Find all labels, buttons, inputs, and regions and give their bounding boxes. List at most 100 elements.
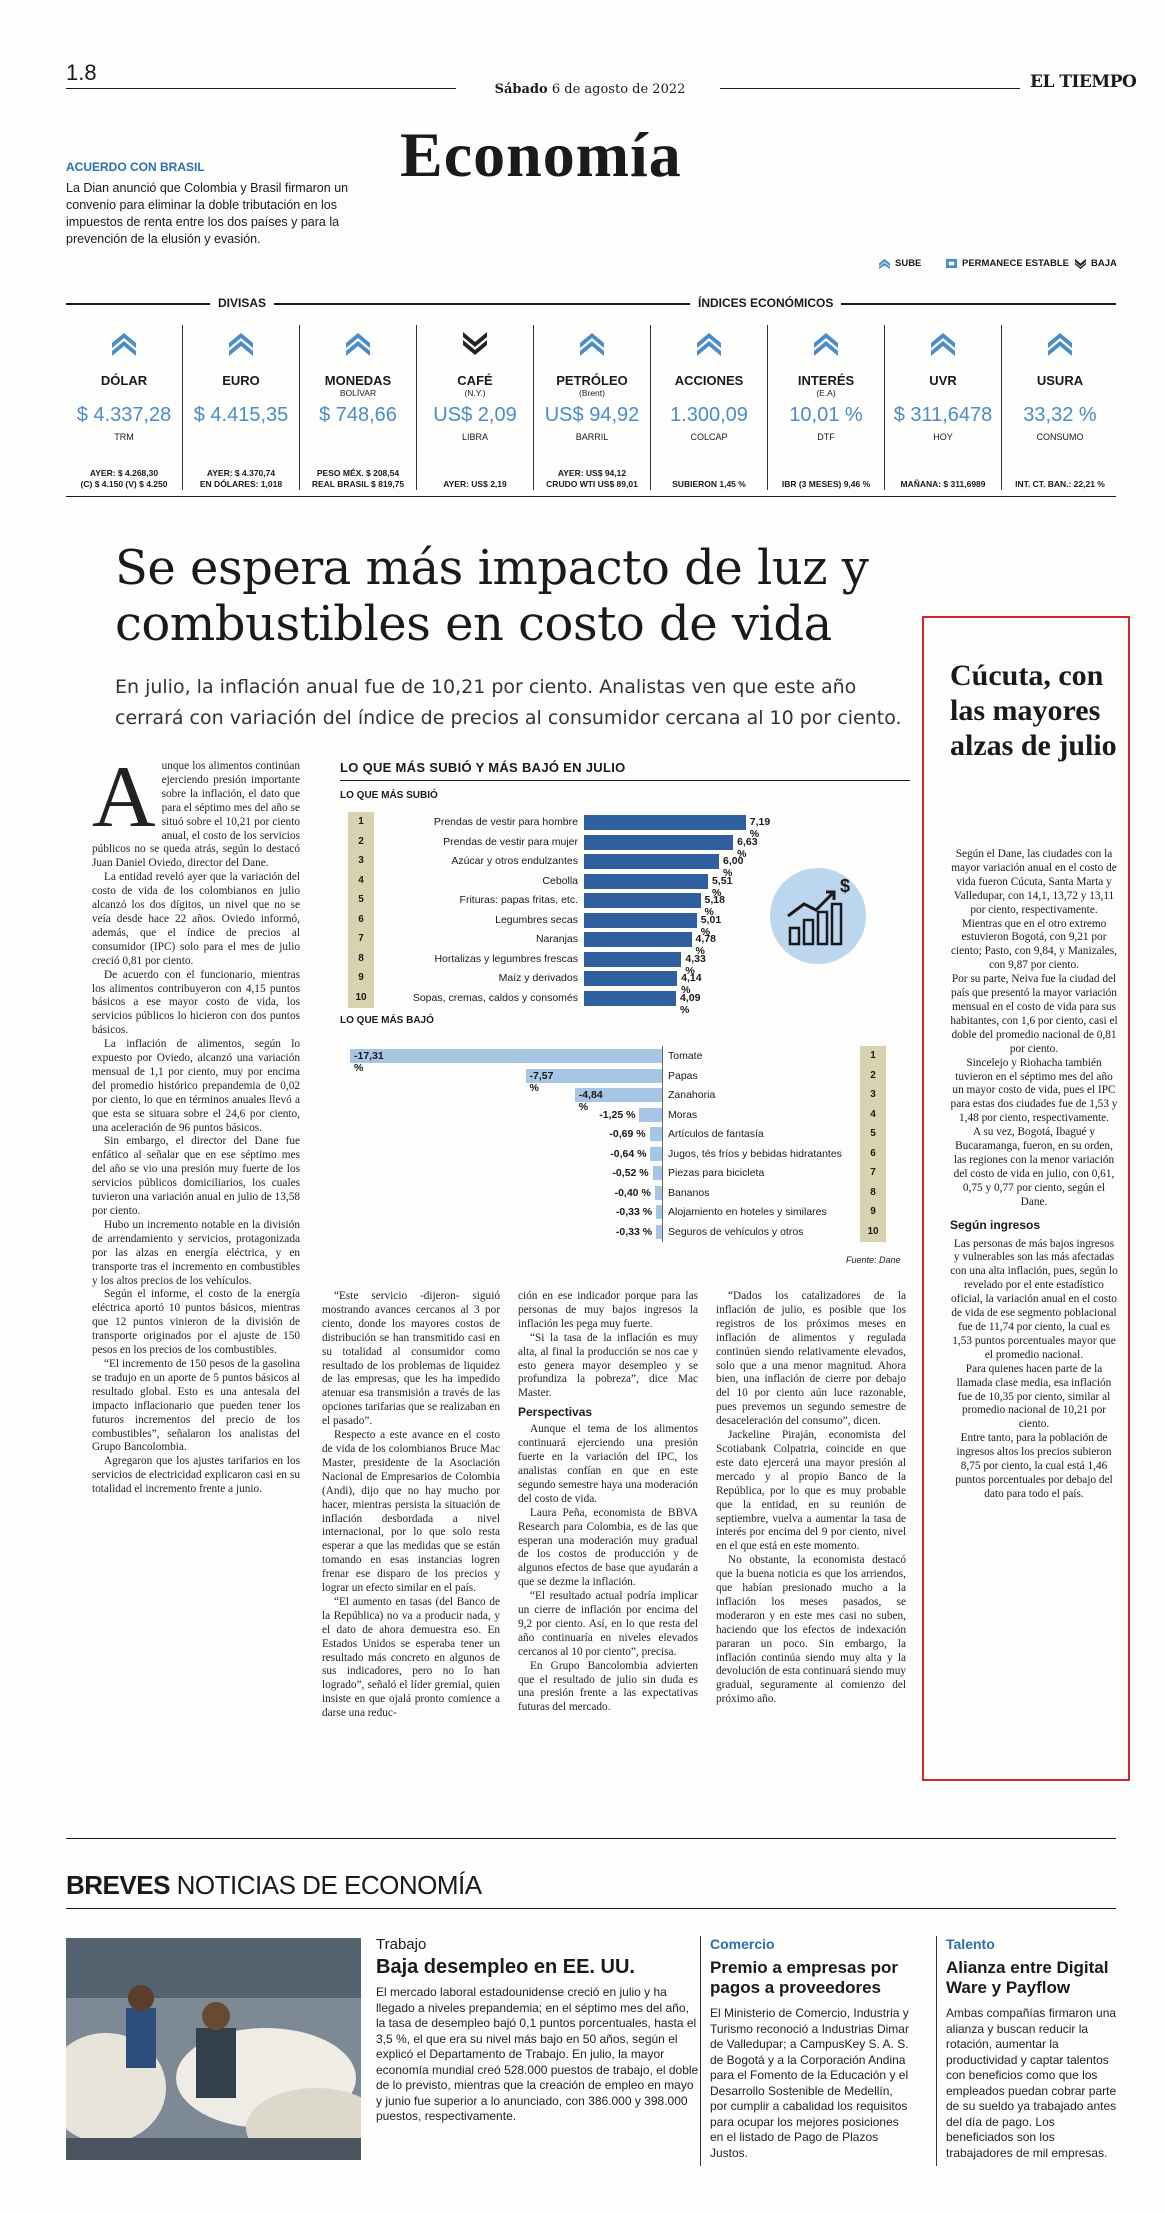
square-icon xyxy=(946,258,957,269)
breve-item: Talento Alianza entre Digital Ware y Pay… xyxy=(946,1936,1120,2161)
value-label: 4,78 % xyxy=(695,933,716,957)
indicator-name: CAFÉ xyxy=(457,373,493,388)
indicator-foot-2: IBR (3 MESES) 9,46 % xyxy=(781,479,871,489)
rank-number: 3 xyxy=(358,855,364,866)
sidebar-box xyxy=(922,616,1130,1781)
news-photo xyxy=(66,1938,361,2160)
sidebar-paragraph: Para quienes hacen parte de la llamada c… xyxy=(956,1362,1112,1431)
bar-down xyxy=(650,1146,662,1161)
trend-up-icon xyxy=(697,333,721,356)
rank-number: 5 xyxy=(870,1128,876,1139)
category-label: Frituras: papas fritas, etc. xyxy=(459,894,578,906)
category-label: Jugos, tés fríos y bebidas hidratantes xyxy=(668,1147,842,1160)
indicator-separator xyxy=(1001,325,1002,490)
indicator-subname xyxy=(885,388,1001,398)
indicator-value: US$ 2,09 xyxy=(433,404,517,426)
textile-workers-photo xyxy=(66,1938,361,2160)
paragraph: “El incremento de 150 pesos de la gasoli… xyxy=(92,1357,300,1454)
paragraph: “Dados los catalizadores de la inflación… xyxy=(716,1290,906,1428)
value-label: 4,33 % xyxy=(685,952,706,977)
indicator-foot-1: AYER: $ 4.370,74 xyxy=(206,468,276,478)
indicators-rule xyxy=(66,303,1116,305)
sidebar-body: Según el Dane, las ciudades con la mayor… xyxy=(950,848,1118,1502)
indicator-subname: BOLÍVAR xyxy=(339,388,377,398)
indicator-subname: (Brent) xyxy=(579,388,605,398)
paragraph: “Este servicio -dijeron- siguió mostrand… xyxy=(322,1290,500,1428)
indicator-4: CAFÉ (N.Y.) US$ 2,09 LIBRA AYER: US$ 2,19 xyxy=(417,330,533,490)
indicator-foot-2: SUBIERON 1,45 % xyxy=(672,479,746,489)
paragraph: Hubo un incremento notable en la divisió… xyxy=(92,1218,300,1287)
indicator-footnote: AYER: US$ 2,19 xyxy=(421,479,529,490)
bar-down xyxy=(574,1088,662,1102)
breve-body: Ambas compañías firmaron una alianza y b… xyxy=(946,2006,1117,2160)
breve-headline: Alianza entre Digital Ware y Payflow xyxy=(946,1958,1109,1997)
drop-cap: A xyxy=(92,749,156,846)
category-label: Prendas de vestir para hombre xyxy=(433,816,578,828)
indicator-unit: COLCAP xyxy=(690,432,728,442)
indicator-6: ACCIONES 1.300,09 COLCAP SUBIERON 1,45 % xyxy=(651,330,767,490)
indicator-footnote: AYER: US$ 94,12 CRUDO WTI US$ 89,01 xyxy=(538,468,646,490)
value-label: -17,31 % xyxy=(354,1050,384,1074)
rank-column-down xyxy=(860,1046,886,1242)
value-label: 4,09 % xyxy=(680,991,701,1016)
legend-stable-label: PERMANECE ESTABLE xyxy=(962,258,1069,269)
category-label: Alojamiento en hoteles y similares xyxy=(668,1206,827,1218)
breves-header: BREVES NOTICIAS DE ECONOMÍA xyxy=(66,1870,482,1901)
value-label: 4,14 % xyxy=(681,972,702,996)
chart-up-label: LO QUE MÁS SUBIÓ xyxy=(340,790,438,801)
indicator-foot-1: AYER: US$ 94,12 xyxy=(557,468,627,478)
bar-down xyxy=(649,1127,662,1141)
indicator-separator xyxy=(767,325,768,490)
divisas-header: DIVISAS xyxy=(210,296,275,310)
legend-stable: PERMANECE ESTABLE xyxy=(945,258,1069,269)
value-label: 5,51 % xyxy=(711,874,733,899)
article-column-2: “Este servicio -dijeron- siguió mostrand… xyxy=(322,1290,500,1721)
deck: En julio, la inflación anual fue de 10,2… xyxy=(115,676,902,729)
paragraph: ción en ese indicador porque para las pe… xyxy=(518,1290,698,1330)
indicator-name: ACCIONES xyxy=(674,373,744,388)
rank-number: 9 xyxy=(870,1206,876,1217)
rank-number: 10 xyxy=(867,1225,879,1237)
rank-number: 4 xyxy=(870,1108,876,1120)
indicator-value: $ 311,6478 xyxy=(893,404,993,426)
paragraph: La inflación de alimentos, según lo expu… xyxy=(92,1038,300,1134)
legend-up-label: SUBE xyxy=(895,258,922,269)
rank-number: 7 xyxy=(358,933,364,944)
indicator-foot-2: EN DÓLARES: 1,018 xyxy=(199,479,283,489)
teaser-text: La Dian anunció que Colombia y Brasil fi… xyxy=(66,181,349,246)
breves-rule xyxy=(66,1838,1116,1839)
indicator-foot-2: AYER: US$ 2,19 xyxy=(443,479,507,489)
zero-axis xyxy=(662,1046,663,1242)
category-label: Zanahoria xyxy=(668,1089,716,1101)
indicator-footnote: INT. CT. BAN.: 22,21 % xyxy=(1006,479,1114,490)
breve-kicker: Trabajo xyxy=(376,1936,427,1953)
indicator-unit: BARRIL xyxy=(575,432,609,442)
value-label: -7,57 % xyxy=(529,1069,554,1094)
page-number: 1.8 xyxy=(66,60,97,85)
rank-number: 5 xyxy=(358,894,364,905)
rank-number: 2 xyxy=(358,835,364,847)
bar-up xyxy=(584,951,682,967)
bar-up xyxy=(584,971,678,986)
paragraph: Laura Peña, economista de BBVA Research … xyxy=(518,1506,698,1589)
indicator-footnote: MAÑANA: $ 311,6989 xyxy=(889,479,997,490)
paragraph: No obstante, la economista destacó que l… xyxy=(716,1554,906,1706)
value-label: 6,63 % xyxy=(737,835,758,860)
bar-down xyxy=(350,1049,662,1063)
indicator-name: PETRÓLEO xyxy=(556,373,628,388)
breve-item: Comercio Premio a empresas por pagos a p… xyxy=(710,1936,910,2161)
paragraph: “Si la tasa de la inflación es muy alta,… xyxy=(518,1331,698,1400)
indices-header: ÍNDICES ECONÓMICOS xyxy=(690,296,842,310)
article-column-4: “Dados los catalizadores de la inflación… xyxy=(716,1290,906,1707)
sidebar-paragraph: A su vez, Bogotá, Ibagué y Bucaramanga, … xyxy=(953,1126,1115,1208)
indicator-unit: TRM xyxy=(114,432,134,442)
indicator-1: DÓLAR $ 4.337,28 TRM AYER: $ 4.268,30 (C) $ … xyxy=(66,330,182,490)
trend-up-icon xyxy=(1048,333,1072,356)
category-label: Azúcar y otros endulzantes xyxy=(451,855,578,867)
indicator-foot-1: AYER: $ 4.268,30 xyxy=(89,468,159,478)
value-label: -0,52 % xyxy=(612,1167,649,1179)
rank-column-up xyxy=(348,812,374,1008)
value-label: -0,40 % xyxy=(614,1186,651,1199)
bar-down xyxy=(652,1166,662,1180)
paragraph: Jackeline Piraján, economista del Scotia… xyxy=(716,1429,906,1553)
